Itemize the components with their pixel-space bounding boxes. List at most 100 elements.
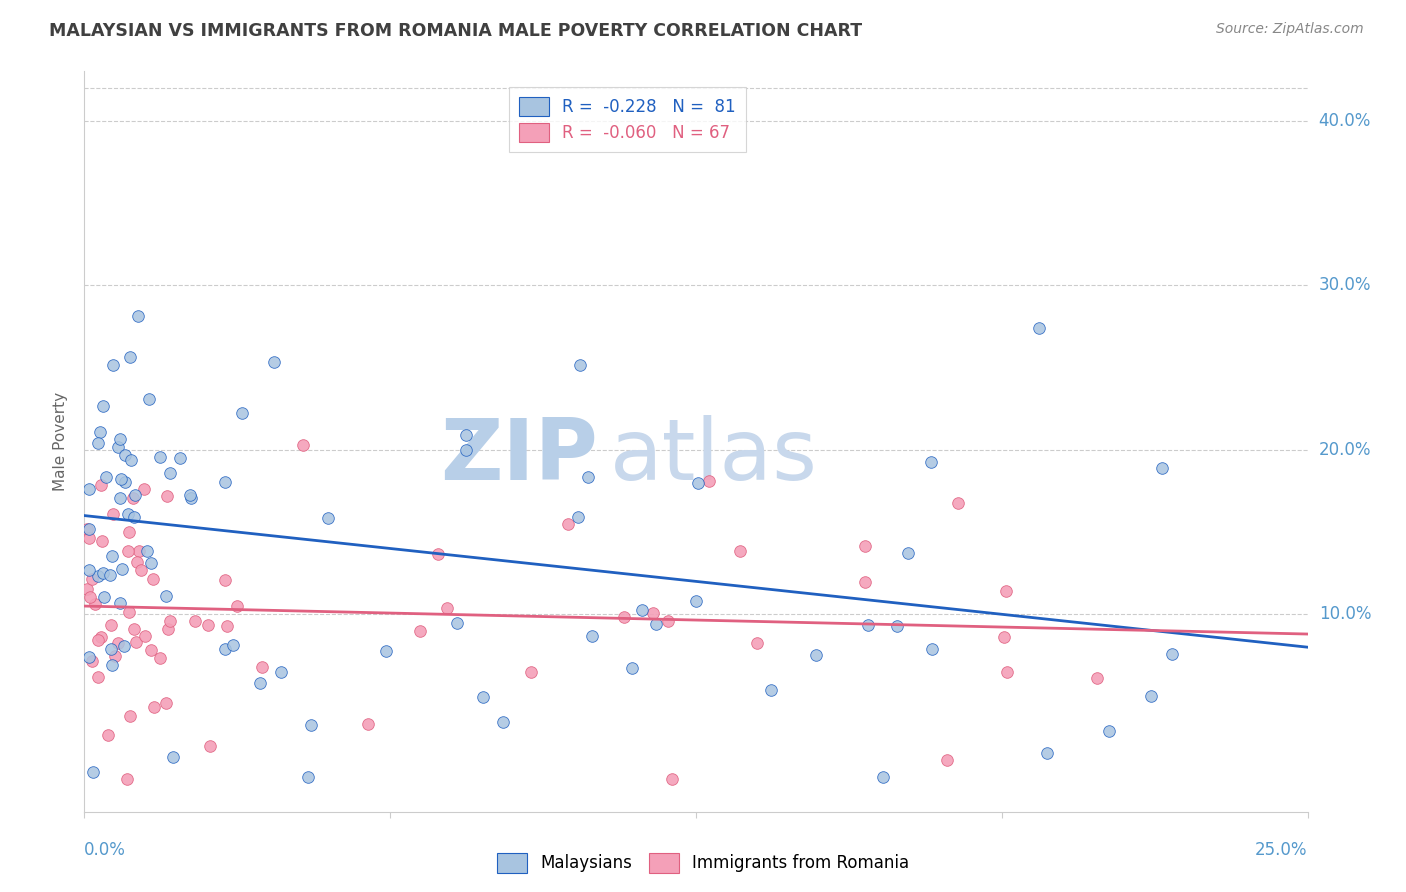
Point: [454, 443, 477, 458]
Point: [107, 440, 129, 454]
Point: [100, 549, 122, 563]
Point: [156, 489, 179, 503]
Point: [122, 491, 145, 505]
Point: [471, 690, 494, 704]
Point: [197, 617, 219, 632]
Point: [101, 358, 124, 372]
Point: [155, 589, 177, 603]
Point: [108, 596, 131, 610]
Y-axis label: Male Poverty: Male Poverty: [53, 392, 69, 491]
Point: [214, 642, 236, 657]
Point: [87, 435, 110, 450]
Point: [159, 614, 181, 628]
Point: [759, 682, 782, 697]
Point: [117, 543, 139, 558]
Point: [270, 665, 292, 679]
Point: [118, 605, 141, 619]
Point: [198, 739, 221, 754]
Point: [686, 475, 709, 490]
Point: [567, 509, 589, 524]
Point: [804, 648, 827, 662]
Point: [91, 534, 114, 549]
Point: [110, 432, 132, 446]
Point: [1139, 689, 1161, 703]
Point: [87, 632, 110, 647]
Point: [613, 609, 636, 624]
Point: [138, 392, 160, 406]
Point: [124, 488, 146, 502]
Point: [231, 407, 253, 421]
Point: [657, 614, 679, 628]
Point: [114, 448, 136, 462]
Point: [685, 593, 707, 607]
Point: [100, 657, 122, 672]
Point: [110, 472, 132, 486]
Point: [1035, 746, 1057, 760]
Point: [886, 618, 908, 632]
Point: [184, 614, 207, 628]
Point: [728, 543, 751, 558]
Point: [921, 642, 943, 657]
Point: [263, 355, 285, 369]
Point: [111, 562, 134, 576]
Point: [134, 629, 156, 643]
Point: [127, 310, 149, 324]
Text: 25.0%: 25.0%: [1256, 841, 1308, 859]
Point: [125, 634, 148, 648]
Legend: Malaysians, Immigrants from Romania: Malaysians, Immigrants from Romania: [491, 847, 915, 880]
Point: [993, 631, 1015, 645]
Text: ZIP: ZIP: [440, 415, 598, 498]
Point: [129, 562, 152, 576]
Point: [118, 524, 141, 539]
Point: [581, 629, 603, 643]
Point: [149, 450, 172, 464]
Point: [853, 575, 876, 590]
Point: [745, 636, 768, 650]
Point: [128, 543, 150, 558]
Point: [935, 752, 957, 766]
Point: [645, 616, 668, 631]
Point: [114, 475, 136, 490]
Point: [80, 572, 103, 586]
Text: atlas: atlas: [610, 415, 818, 498]
Point: [576, 470, 599, 484]
Point: [180, 491, 202, 505]
Point: [375, 643, 398, 657]
Point: [162, 750, 184, 764]
Point: [79, 590, 101, 604]
Point: [82, 654, 104, 668]
Point: [76, 582, 98, 596]
Point: [994, 584, 1017, 599]
Point: [155, 696, 177, 710]
Point: [159, 467, 181, 481]
Point: [87, 568, 110, 582]
Point: [1150, 460, 1173, 475]
Point: [225, 599, 247, 613]
Point: [1098, 723, 1121, 738]
Point: [77, 564, 100, 578]
Point: [90, 630, 112, 644]
Point: [77, 482, 100, 496]
Point: [98, 568, 121, 582]
Point: [93, 590, 115, 604]
Point: [117, 507, 139, 521]
Point: [107, 636, 129, 650]
Point: [643, 607, 665, 621]
Point: [77, 650, 100, 665]
Point: [101, 507, 124, 521]
Point: [89, 425, 111, 439]
Point: [661, 772, 683, 786]
Point: [316, 511, 339, 525]
Text: 0.0%: 0.0%: [84, 841, 127, 859]
Text: 40.0%: 40.0%: [1319, 112, 1371, 129]
Point: [897, 546, 920, 560]
Point: [520, 665, 543, 680]
Point: [409, 624, 432, 639]
Point: [217, 619, 239, 633]
Point: [149, 651, 172, 665]
Point: [136, 543, 159, 558]
Point: [125, 555, 148, 569]
Point: [249, 676, 271, 690]
Point: [141, 643, 163, 657]
Text: 30.0%: 30.0%: [1319, 277, 1371, 294]
